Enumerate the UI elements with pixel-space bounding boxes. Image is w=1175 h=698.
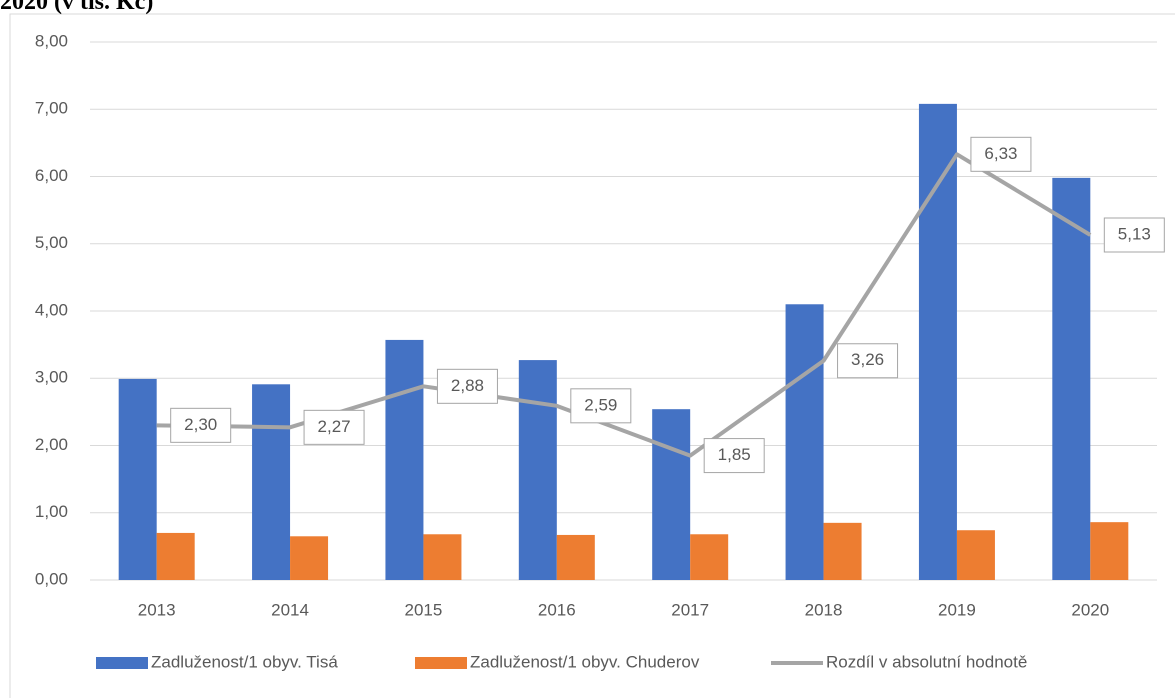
data-label-box xyxy=(837,343,899,379)
bar xyxy=(652,409,691,580)
data-label: 2,59 xyxy=(584,395,617,414)
x-tick-label: 2015 xyxy=(405,600,443,619)
y-tick-label: 4,00 xyxy=(35,300,68,319)
bar xyxy=(556,534,595,580)
legend-swatch xyxy=(415,657,467,669)
bar xyxy=(385,339,424,580)
data-label: 2,27 xyxy=(318,417,351,436)
legend-label: Rozdíl v absolutní hodnotě xyxy=(826,652,1027,671)
y-tick-label: 6,00 xyxy=(35,166,68,185)
y-tick-label: 7,00 xyxy=(35,99,68,118)
x-tick-label: 2017 xyxy=(671,600,709,619)
x-tick-label: 2019 xyxy=(938,600,976,619)
bar xyxy=(1090,522,1129,580)
y-tick-label: 8,00 xyxy=(35,31,68,50)
bar xyxy=(156,532,195,580)
bar xyxy=(918,103,957,581)
data-label: 2,88 xyxy=(451,376,484,395)
bar xyxy=(118,378,157,580)
bar xyxy=(785,304,824,580)
data-label-box xyxy=(703,438,765,474)
bar xyxy=(518,360,557,580)
y-tick-label: 1,00 xyxy=(35,502,68,521)
legend-swatch xyxy=(96,657,148,669)
x-tick-label: 2020 xyxy=(1071,600,1109,619)
chart-title: 2020 (v tis. Kč) xyxy=(0,0,153,15)
legend-label: Zadluženost/1 obyv. Tisá xyxy=(151,652,338,671)
data-label: 5,13 xyxy=(1118,224,1151,243)
bar xyxy=(423,534,462,580)
x-tick-label: 2018 xyxy=(805,600,843,619)
bar xyxy=(252,384,291,580)
y-tick-label: 2,00 xyxy=(35,435,68,454)
data-label-box xyxy=(1103,217,1165,253)
data-label-box xyxy=(570,388,632,424)
x-tick-label: 2016 xyxy=(538,600,576,619)
bar xyxy=(956,530,995,580)
data-label-box xyxy=(170,407,232,443)
y-tick-label: 0,00 xyxy=(35,569,68,588)
bar xyxy=(823,522,862,580)
bar xyxy=(1052,177,1091,580)
chart-border xyxy=(9,13,1175,698)
data-label: 6,33 xyxy=(984,144,1017,163)
data-label: 2,30 xyxy=(184,415,217,434)
data-label: 3,26 xyxy=(851,350,884,369)
data-label-box xyxy=(303,409,365,445)
y-tick-label: 3,00 xyxy=(35,368,68,387)
bar xyxy=(690,534,729,580)
data-label-box xyxy=(436,368,498,404)
data-label-box xyxy=(970,136,1032,172)
bar xyxy=(290,536,329,580)
x-tick-label: 2013 xyxy=(138,600,176,619)
x-tick-label: 2014 xyxy=(271,600,309,619)
legend-label: Zadluženost/1 obyv. Chuderov xyxy=(470,652,700,671)
data-label: 1,85 xyxy=(718,445,751,464)
y-tick-label: 5,00 xyxy=(35,233,68,252)
